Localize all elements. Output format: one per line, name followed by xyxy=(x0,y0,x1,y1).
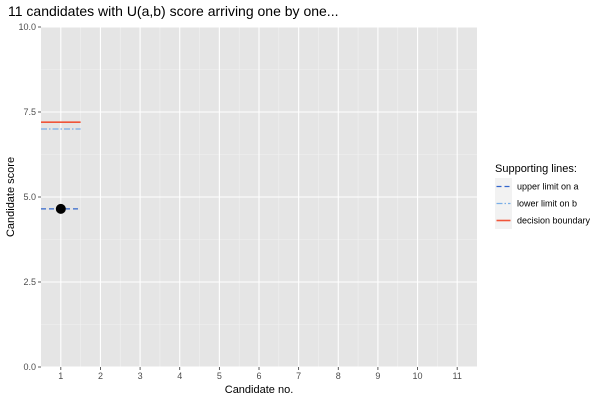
x-tick-label: 10 xyxy=(413,371,423,381)
x-axis: 1 2 3 4 5 6 7 8 9 10 11 xyxy=(58,367,462,381)
legend: Supporting lines: upper limit on a lower … xyxy=(495,163,591,229)
legend-label: upper limit on a xyxy=(517,182,579,192)
data-point xyxy=(55,203,66,214)
legend-label: lower limit on b xyxy=(517,199,577,209)
x-tick-label: 11 xyxy=(453,371,462,381)
x-tick-label: 6 xyxy=(256,371,261,381)
chart-title: 11 candidates with U(a,b) score arriving… xyxy=(8,3,338,19)
x-tick-label: 3 xyxy=(138,371,143,381)
y-axis-title: Candidate score xyxy=(5,157,17,237)
y-tick-label: 7.5 xyxy=(23,107,36,117)
x-tick-label: 7 xyxy=(296,371,301,381)
legend-items: upper limit on a lower limit on b decision… xyxy=(495,178,591,229)
legend-label: decision boundary xyxy=(517,216,591,226)
legend-key-bg xyxy=(495,195,512,212)
data-points xyxy=(55,203,66,214)
x-tick-label: 5 xyxy=(217,371,222,381)
y-tick-label: 10.0 xyxy=(18,22,36,32)
x-tick-label: 4 xyxy=(177,371,182,381)
y-axis: 0.0 2.5 5.0 7.5 10.0 xyxy=(18,22,41,372)
y-tick-label: 0.0 xyxy=(23,362,36,372)
x-tick-label: 9 xyxy=(375,371,380,381)
x-tick-label: 8 xyxy=(336,371,341,381)
x-axis-title: Candidate no. xyxy=(225,384,294,396)
x-tick-label: 2 xyxy=(98,371,103,381)
x-tick-label: 1 xyxy=(58,371,63,381)
y-tick-label: 2.5 xyxy=(23,277,36,287)
y-tick-label: 5.0 xyxy=(23,192,36,202)
legend-key-bg xyxy=(495,178,512,195)
legend-title: Supporting lines: xyxy=(495,163,577,175)
